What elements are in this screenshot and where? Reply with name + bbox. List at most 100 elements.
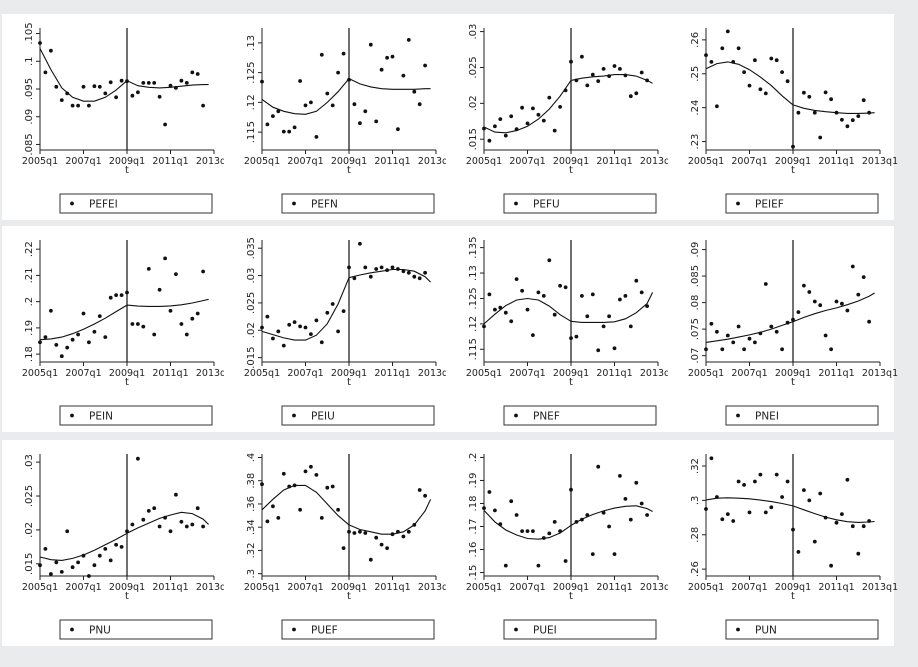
data-point [731,340,736,345]
data-point [829,563,833,568]
data-point [423,63,427,68]
x-tick-label: 2007q1 [287,582,323,593]
data-point [358,529,362,534]
data-point [168,83,173,88]
data-point [130,522,135,527]
y-tick-label: .02 [468,95,479,111]
data-point [174,86,178,90]
data-point [818,135,823,140]
data-point [736,479,741,484]
data-point [76,103,80,108]
y-tick-label: .36 [246,496,257,512]
x-tick-label: 2013q1 [862,368,898,379]
panel-background [224,14,450,220]
data-point [114,95,118,100]
data-point [260,325,264,330]
data-point [709,60,714,64]
y-tick-label: .115 [468,338,479,360]
data-point [201,103,206,108]
fit-line-after [570,74,653,84]
data-point [396,267,400,271]
fit-line-before [705,321,794,343]
legend-box [503,619,657,640]
data-point [352,531,357,535]
fit-line-after [348,268,431,283]
data-point [65,529,70,534]
x-tick-label: 2009q1 [109,368,145,379]
data-point [363,265,368,270]
data-point [715,329,719,334]
data-point [850,524,855,529]
fit-line-after [570,292,654,323]
data-point [341,51,346,56]
data-point [325,310,330,315]
data-point [634,91,639,96]
data-point [802,283,806,288]
fit-line-after [126,511,209,534]
legend-marker [292,627,296,632]
data-point [845,477,850,482]
panel-background [668,440,894,646]
data-point [867,319,871,324]
data-point [850,264,855,269]
y-tick-label: .135 [468,236,479,258]
x-tick-label: 2009q1 [775,368,811,379]
data-point [856,551,861,556]
data-point [108,558,113,563]
data-point [146,81,151,85]
data-point [812,299,817,304]
data-point [59,570,64,574]
x-tick-label: 2009q1 [553,368,589,379]
data-point [92,563,97,568]
y-tick-label: .16 [468,542,479,558]
data-point [541,118,546,123]
data-point [368,557,373,562]
data-point [493,508,497,513]
data-point [720,347,725,352]
data-point [276,109,281,114]
data-point [503,133,508,138]
data-point [774,58,779,63]
data-point [292,483,297,488]
legend-box [725,619,879,640]
data-point [401,269,406,274]
fit-line-after [348,78,431,90]
data-point [97,553,102,558]
data-point [401,534,406,539]
y-tick-label: .025 [246,292,257,314]
data-point [92,84,97,89]
data-point [541,536,546,540]
data-point [503,563,508,568]
x-axis-label: t [569,377,573,388]
y-tick-label: .035 [246,237,257,259]
data-point [152,81,157,85]
x-axis-label: t [347,377,351,388]
data-point [807,498,812,503]
data-point [818,303,823,308]
panel-background [668,14,894,220]
legend-box [725,405,879,426]
fit-line-after [792,505,875,523]
data-point [146,267,151,271]
panel-pun: .26 .28 .3 .32 2005q1 2007q1 2009q1 2011q1 2013q… [668,440,898,646]
data-point [725,512,730,516]
data-point [536,563,541,568]
data-point [580,294,584,298]
data-point [336,507,340,512]
data-point [190,316,195,321]
data-point [168,308,173,313]
data-point [54,560,59,565]
data-point [298,79,302,83]
data-point [552,128,557,133]
y-tick-label: .1 [24,56,35,66]
data-point [704,507,708,511]
legend-label: PNEI [755,411,779,423]
data-point [628,324,633,329]
data-point [119,78,124,83]
data-point [114,293,118,297]
data-point [70,103,75,108]
legend-box [281,619,435,640]
x-tick-label: 2005q1 [22,582,58,593]
data-point [54,84,59,89]
fit-line-before [705,61,794,106]
